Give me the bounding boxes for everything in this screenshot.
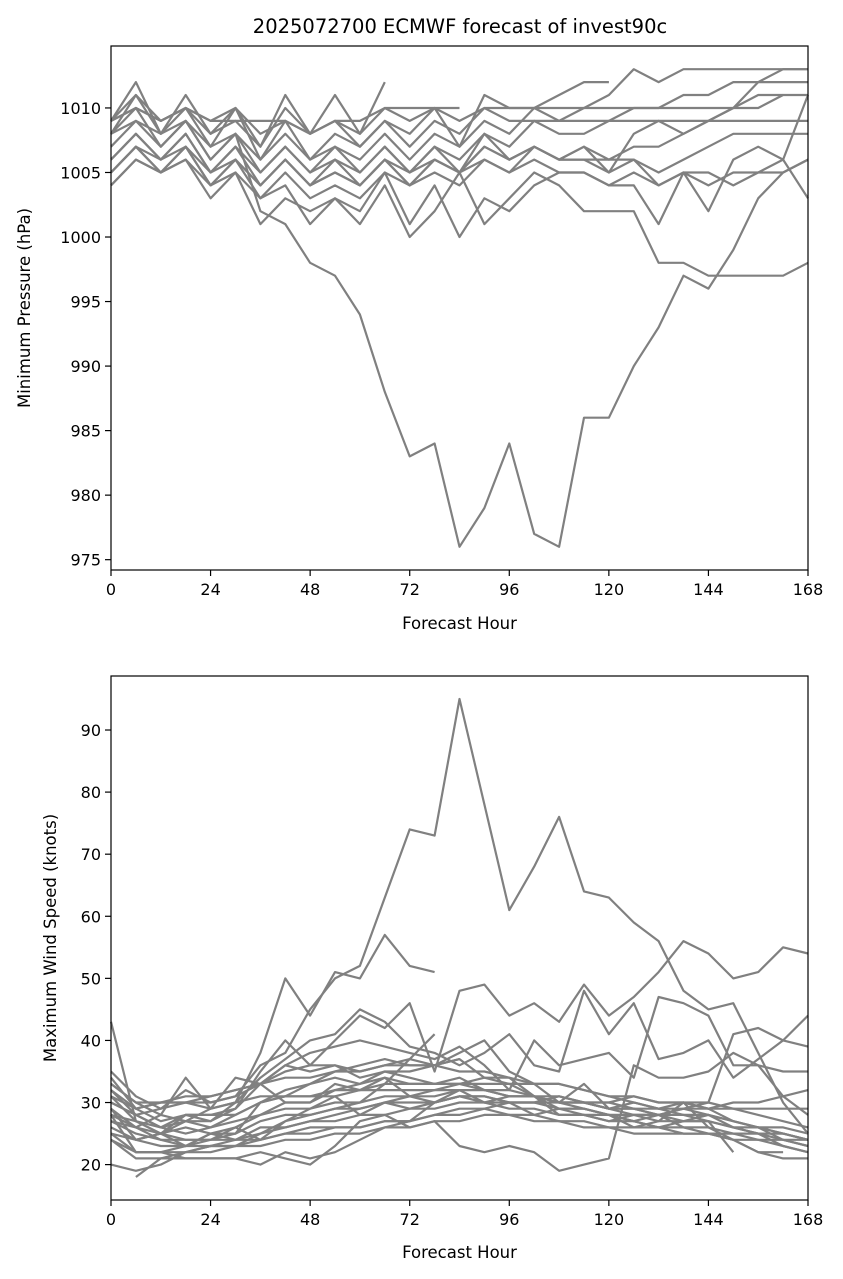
wind-series-line-14: [110, 1101, 808, 1141]
pressure-y-tick-label: 990: [70, 357, 101, 376]
wind-x-tick-label: 96: [499, 1210, 519, 1229]
pressure-x-tick-label: 72: [400, 580, 420, 599]
pressure-series-line-4: [110, 81, 386, 148]
wind-series-line-22: [110, 1089, 809, 1154]
pressure-x-axis-label: Forecast Hour: [402, 614, 517, 633]
wind-series-line-17: [110, 1058, 460, 1110]
pressure-x-tick-label: 144: [693, 580, 724, 599]
pressure-y-axis-label: Minimum Pressure (hPa): [15, 208, 34, 408]
wind-series-line-5: [110, 995, 808, 1141]
pressure-y-tick-label: 995: [70, 293, 101, 312]
wind-y-tick-label: 60: [81, 907, 101, 926]
pressure-x-tick-label: 24: [200, 580, 220, 599]
wind-y-tick-label: 30: [81, 1094, 101, 1113]
wind-x-tick-label: 120: [594, 1210, 625, 1229]
pressure-x-tick-label: 0: [106, 580, 116, 599]
pressure-series-line-12: [110, 93, 808, 135]
pressure-series-line-15: [110, 94, 810, 187]
pressure-y-tick-label: 980: [70, 486, 101, 505]
wind-series-line-25: [110, 1095, 808, 1166]
pressure-y-tick-label: 1005: [60, 163, 101, 182]
wind-series-line-20: [110, 1070, 784, 1154]
wind-y-tick-label: 80: [81, 783, 101, 802]
wind-x-tick-label: 144: [693, 1210, 724, 1229]
wind-y-tick-label: 50: [81, 969, 101, 988]
pressure-y-tick-label: 1000: [60, 228, 101, 247]
wind-y-tick-label: 40: [81, 1031, 101, 1050]
pressure-series-line-13: [110, 93, 784, 174]
wind-y-tick-label: 90: [81, 721, 101, 740]
pressure-y-tick-label: 985: [70, 422, 101, 441]
wind-series-line-23: [110, 1058, 809, 1141]
wind-x-axis-label: Forecast Hour: [402, 1243, 517, 1262]
pressure-series-line-10: [110, 158, 809, 200]
wind-y-axis-label: Maximum Wind Speed (knots): [41, 814, 60, 1062]
pressure-x-tick-label: 96: [499, 580, 519, 599]
wind-x-tick-label: 24: [200, 1210, 220, 1229]
pressure-y-tick-label: 975: [70, 551, 101, 570]
wind-series-line-16: [110, 1113, 809, 1154]
pressure-x-tick-label: 120: [594, 580, 625, 599]
wind-x-tick-label: 48: [300, 1210, 320, 1229]
wind-plot-area: [109, 697, 809, 1178]
wind-y-tick-label: 20: [81, 1156, 101, 1175]
wind-y-tick-label: 70: [81, 845, 101, 864]
pressure-series-line-1: [110, 119, 809, 548]
wind-axes-frame: [110, 675, 809, 1201]
wind-x-tick-label: 0: [106, 1210, 116, 1229]
pressure-series-line-11: [110, 93, 808, 148]
wind-chart: Forecast Hour Maximum Wind Speed (knots)…: [41, 675, 824, 1262]
wind-series-line-9: [110, 1064, 809, 1148]
pressure-y-tick-label: 1010: [60, 99, 101, 118]
wind-series-line-3: [110, 940, 809, 1129]
pressure-axes-frame: [110, 45, 809, 571]
pressure-series-line-3: [110, 145, 809, 239]
pressure-x-tick-label: 168: [793, 580, 824, 599]
wind-x-tick-label: 72: [400, 1210, 420, 1229]
pressure-plot-area: [110, 68, 810, 548]
wind-x-tick-label: 168: [793, 1210, 824, 1229]
pressure-x-tick-label: 48: [300, 580, 320, 599]
chart-title: 2025072700 ECMWF forecast of invest90c: [253, 15, 667, 38]
pressure-chart: 2025072700 ECMWF forecast of invest90c F…: [15, 15, 823, 633]
